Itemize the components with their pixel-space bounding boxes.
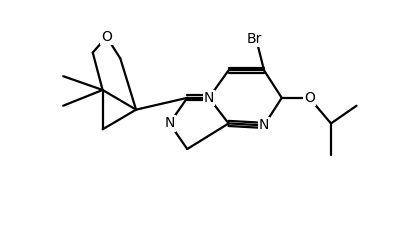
Text: O: O xyxy=(303,91,314,105)
Text: N: N xyxy=(258,118,269,132)
Text: N: N xyxy=(203,91,213,105)
Text: Br: Br xyxy=(246,32,261,46)
Text: N: N xyxy=(164,116,174,130)
Text: O: O xyxy=(101,30,112,44)
